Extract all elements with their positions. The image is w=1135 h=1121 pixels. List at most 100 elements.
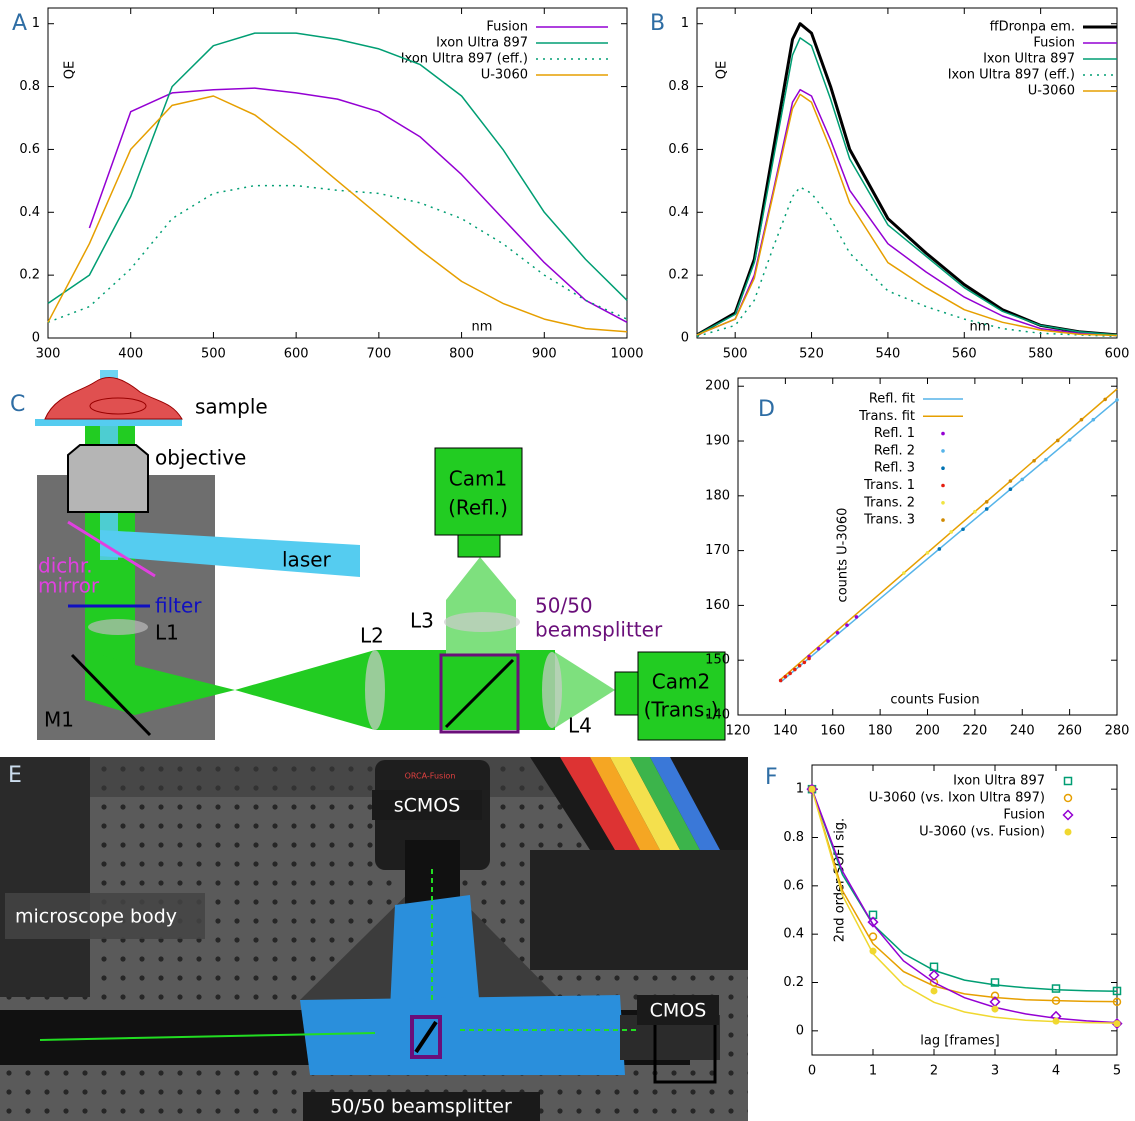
x-axis-label: nm: [472, 320, 493, 335]
legend-label: Refl. 2: [874, 443, 915, 458]
green-beam-trans: [555, 652, 615, 728]
y-tick-label: 170: [705, 543, 730, 558]
legend-label: U-3060 (vs. Fusion): [919, 825, 1045, 840]
spectrum: [650, 757, 720, 850]
legend-swatch: [1064, 828, 1072, 836]
x-tick-label: 520: [799, 347, 824, 362]
y-tick-label: 200: [705, 379, 730, 394]
legend-swatch: [1063, 776, 1073, 786]
label: mirror: [38, 574, 100, 598]
series-line: [88, 87, 628, 323]
series-line: [696, 37, 1118, 336]
point: [1020, 477, 1025, 482]
point: [1079, 417, 1084, 422]
fit-line: [780, 388, 1118, 680]
green-beam-refl: [446, 557, 516, 655]
x-tick-label: 1000: [610, 347, 643, 362]
point: [802, 660, 807, 665]
x-tick-label: 1: [869, 1064, 877, 1079]
label-box: [372, 790, 482, 820]
panel-letter: A: [12, 11, 27, 36]
x-axis-label: lag [frames]: [920, 1034, 999, 1049]
y-tick-label: 0.4: [783, 927, 804, 942]
point: [797, 663, 802, 668]
x-tick-label: 260: [1057, 724, 1082, 739]
x-tick-label: 200: [915, 724, 940, 739]
point: [816, 646, 821, 651]
label: Cam1: [449, 467, 507, 491]
objective: [67, 444, 149, 513]
y-tick-label: 0.4: [668, 205, 689, 220]
legend-label: Refl. 3: [874, 461, 915, 476]
y-tick-label: 160: [705, 598, 730, 613]
lens: [88, 619, 148, 635]
point: [1052, 1017, 1060, 1025]
y-tick-label: 0: [32, 331, 40, 346]
x-tick-label: 600: [284, 347, 309, 362]
tape: [390, 895, 480, 1010]
x-tick-label: 800: [449, 347, 474, 362]
setup-photo: sCMOS ORCA-Fusion microscope body CMOS 5…: [0, 757, 748, 1121]
dichroic-mirror: [67, 520, 156, 578]
point: [961, 527, 965, 532]
label-box: [637, 995, 719, 1025]
photo-label: 50/50 beamsplitter: [330, 1096, 512, 1118]
legend-label: U-3060 (vs. Ixon Ultra 897): [869, 791, 1045, 806]
point: [826, 639, 830, 643]
legend-label: Ixon Ultra 897 (eff.): [401, 52, 528, 67]
legend-swatch: [941, 431, 945, 436]
y-axis-label: counts U-3060: [836, 508, 851, 603]
y-tick-label: 140: [705, 708, 730, 723]
tape: [300, 995, 625, 1075]
label: laser: [282, 548, 332, 572]
point: [845, 623, 849, 627]
microscope: [0, 757, 90, 997]
beamsplitter-surface: [444, 658, 515, 729]
label: L1: [155, 621, 179, 645]
y-tick-label: 1: [32, 16, 40, 31]
x-tick-label: 4: [1052, 1064, 1060, 1079]
y-tick-label: 0.6: [783, 878, 804, 893]
spectrum: [560, 757, 640, 850]
series-line: [696, 93, 1118, 337]
point: [902, 571, 906, 575]
green-beam: [85, 650, 235, 715]
panel-letter: D: [758, 397, 775, 422]
y-tick-label: 0: [681, 331, 689, 346]
x-axis-label: counts Fusion: [890, 693, 979, 708]
series-line: [47, 95, 628, 333]
y-tick-label: 0: [796, 1023, 804, 1038]
camera: [434, 447, 523, 536]
y-tick-label: 0.2: [668, 268, 689, 283]
green-beam: [235, 650, 555, 730]
label: Cam2: [652, 670, 710, 694]
label-box: [303, 1092, 540, 1121]
panel-letter: C: [10, 392, 25, 417]
legend-swatch: [941, 483, 945, 488]
x-tick-label: 140: [773, 724, 798, 739]
photo-label: sCMOS: [394, 795, 461, 817]
legend-swatch: [941, 501, 945, 505]
point: [1044, 457, 1048, 462]
label: sample: [195, 395, 268, 419]
series-line: [47, 32, 628, 305]
legend-swatch: [941, 449, 945, 453]
x-tick-label: 600: [1105, 347, 1130, 362]
x-tick-label: 540: [875, 347, 900, 362]
panel-letter: B: [650, 11, 665, 36]
x-tick-label: 300: [36, 347, 61, 362]
legend-label: Ixon Ultra 897: [953, 774, 1045, 789]
fit-line: [811, 788, 1118, 992]
label: dichr.: [38, 554, 93, 578]
legend-label: Fusion: [486, 20, 528, 35]
point: [807, 656, 811, 661]
photo-label: microscope body: [15, 906, 177, 928]
plot-frame: [47, 7, 628, 339]
x-tick-label: 560: [952, 347, 977, 362]
y-tick-label: 0.6: [668, 142, 689, 157]
point: [1115, 398, 1119, 402]
legend-swatch: [941, 518, 945, 522]
x-tick-label: 220: [962, 724, 987, 739]
point: [1051, 996, 1061, 1005]
legend-swatch: [1062, 809, 1074, 821]
